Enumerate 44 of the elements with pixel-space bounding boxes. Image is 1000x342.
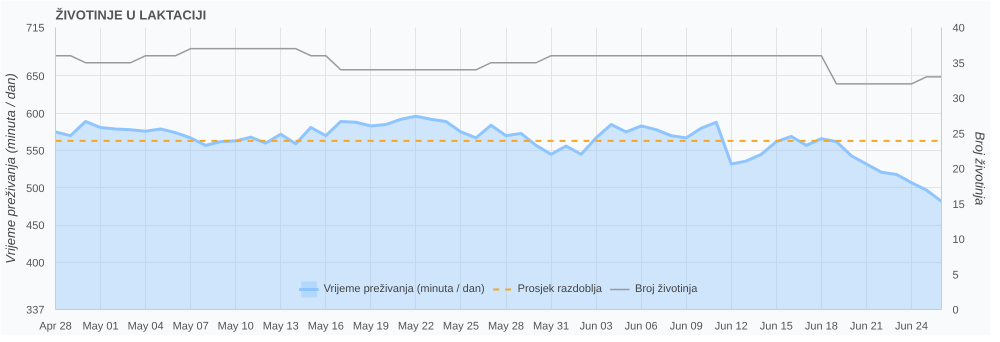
legend-label: Broj životinja bbox=[635, 283, 698, 295]
y-tick-label: 650 bbox=[26, 70, 45, 83]
y2-tick-label: 10 bbox=[952, 234, 965, 246]
y2-tick-label: 35 bbox=[952, 58, 965, 70]
y2-tick-label: 30 bbox=[952, 93, 965, 105]
y-tick-label: 715 bbox=[26, 22, 45, 34]
x-tick-label: Jun 06 bbox=[624, 320, 658, 332]
x-tick-label: May 13 bbox=[262, 320, 299, 332]
legend-label: Vrijeme preživanja (minuta / dan) bbox=[324, 283, 485, 295]
x-tick-label: May 16 bbox=[308, 320, 344, 332]
chart-title: ŽIVOTINJE U LAKTACIJI bbox=[56, 8, 206, 22]
y2-axis-title: Broj životinja bbox=[972, 132, 988, 206]
x-tick-label: May 07 bbox=[172, 320, 209, 332]
x-tick-label: May 22 bbox=[398, 320, 434, 332]
y-tick-label: 450 bbox=[26, 220, 45, 232]
y-axis-title: Vrijeme preživanja (minuta / dan) bbox=[3, 73, 18, 264]
y-tick-label: 337 bbox=[26, 304, 45, 316]
y2-tick-label: 5 bbox=[952, 269, 959, 282]
x-tick-label: May 19 bbox=[352, 320, 389, 332]
x-tick-label: Jun 24 bbox=[894, 320, 928, 332]
line-series bbox=[56, 48, 942, 85]
y-tick-label: 500 bbox=[26, 182, 45, 195]
y-tick-label: 400 bbox=[26, 258, 45, 270]
x-tick-label: May 25 bbox=[442, 320, 479, 332]
x-tick-label: Jun 09 bbox=[670, 320, 703, 332]
y-tick-label: 550 bbox=[26, 146, 45, 158]
x-tick-label: Jun 15 bbox=[760, 320, 793, 332]
x-tick-label: May 10 bbox=[218, 320, 254, 332]
y2-tick-label: 20 bbox=[952, 164, 965, 176]
y-tick-label: 600 bbox=[26, 108, 45, 120]
x-tick-label: Jun 03 bbox=[580, 320, 613, 332]
x-tick-label: May 01 bbox=[82, 320, 119, 332]
x-tick-label: Apr 28 bbox=[39, 320, 72, 332]
legend-label: Prosjek razdoblja bbox=[518, 283, 602, 295]
y2-tick-label: 15 bbox=[952, 198, 965, 211]
y2-tick-label: 25 bbox=[952, 128, 965, 140]
x-tick-label: May 04 bbox=[128, 320, 164, 332]
x-tick-label: Jun 21 bbox=[850, 320, 883, 332]
x-tick-label: Jun 18 bbox=[804, 320, 838, 332]
y2-tick-label: 0 bbox=[952, 304, 959, 316]
x-tick-label: Jun 12 bbox=[714, 320, 748, 332]
x-tick-label: May 28 bbox=[488, 320, 524, 332]
x-tick-label: May 31 bbox=[533, 320, 570, 332]
y2-tick-label: 40 bbox=[952, 22, 965, 34]
